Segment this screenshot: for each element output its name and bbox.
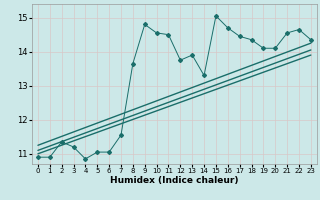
X-axis label: Humidex (Indice chaleur): Humidex (Indice chaleur) [110, 176, 239, 185]
